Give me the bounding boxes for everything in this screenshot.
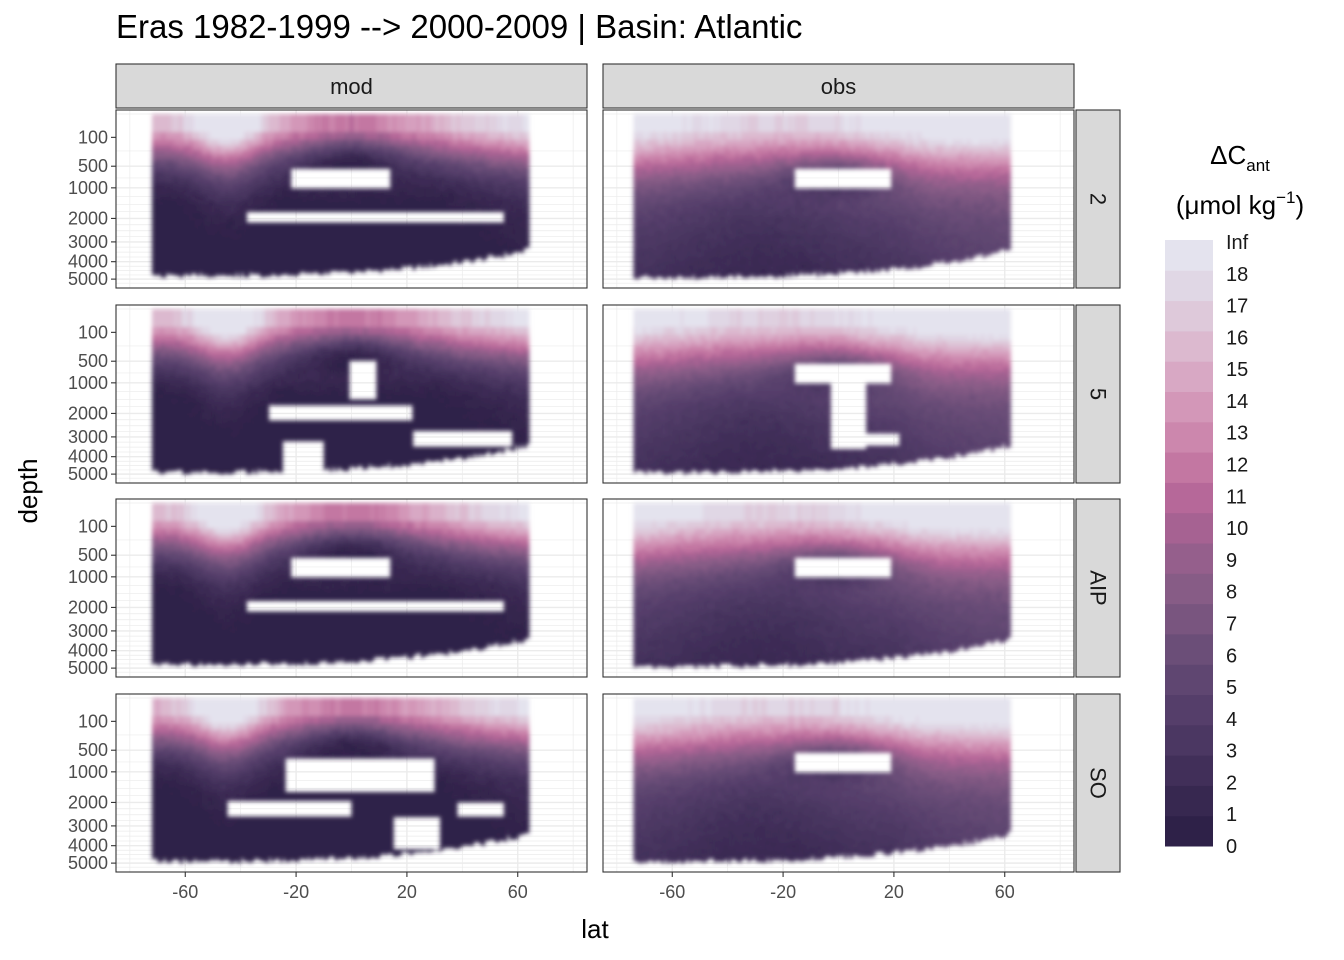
facet-panels [116, 110, 1074, 872]
contour-field [152, 114, 529, 278]
panel-mod-2 [116, 110, 587, 288]
contour-cell [163, 277, 166, 278]
contour-cell [155, 275, 158, 276]
